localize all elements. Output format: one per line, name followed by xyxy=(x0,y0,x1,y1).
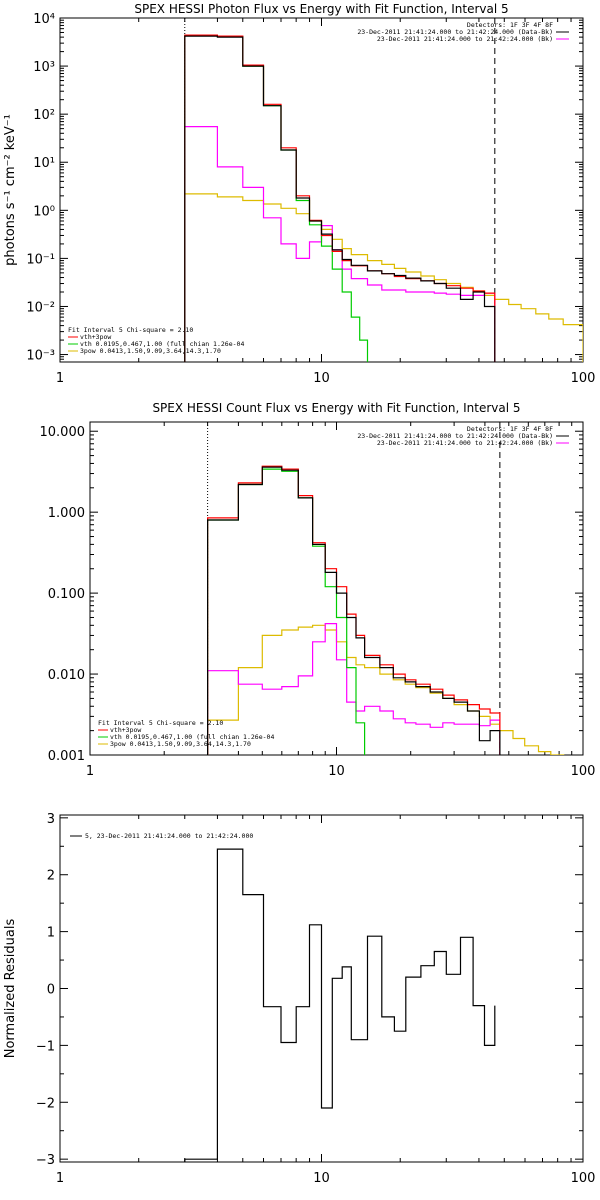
residuals-panel: Normalized Residuals 1 10 100 −3 −2 −1 0 1 2 3 5, 2… xyxy=(3,812,595,1186)
legend-left-entry: Fit Interval 5 Chi-square = 2.10 xyxy=(98,719,223,727)
legend-left-entry: 3pow 0.0413,1.50,9.09,3.64,14.3,1.70 xyxy=(80,347,221,355)
count-flux-panel: SPEX HESSI Count Flux vs Energy with Fit… xyxy=(40,401,596,779)
series-total xyxy=(207,465,501,755)
y-tick-label: 10⁴ xyxy=(33,12,55,27)
y-tick-label: 3 xyxy=(47,812,55,827)
chart-title: SPEX HESSI Count Flux vs Energy with Fit… xyxy=(152,401,520,415)
x-tick-label: 1 xyxy=(56,1171,64,1186)
y-tick-label: 10⁻¹ xyxy=(26,252,55,267)
y-tick-label: 10² xyxy=(33,108,55,123)
y-tick-label: 0.001 xyxy=(48,749,85,764)
x-tick-label: 100 xyxy=(571,1171,596,1186)
series-data xyxy=(207,466,501,755)
legend-right-entry: Detectors: 1F 3F 4F 8F xyxy=(467,21,553,29)
x-tick-label: 100 xyxy=(571,764,596,779)
y-tick-label: 0.100 xyxy=(48,587,85,602)
series-background xyxy=(184,126,496,362)
y-tick-label: 10⁻³ xyxy=(26,349,55,364)
y-tick-label: 2 xyxy=(47,869,55,884)
y-tick-label: 10³ xyxy=(33,60,55,75)
legend-left-entry: 5, 23-Dec-2011 21:41:24.000 to 21:42:24.… xyxy=(85,832,253,840)
legend-right-entry: 23-Dec-2011 21:41:24.000 to 21:42:24.000… xyxy=(357,28,553,36)
y-tick-label: 10⁰ xyxy=(33,204,55,219)
x-tick-label: 10 xyxy=(313,371,330,386)
series-thermal xyxy=(207,468,366,755)
plot-frame xyxy=(59,17,584,363)
legend-right-entry: 23-Dec-2011 21:41:24.000 to 21:42:24.000… xyxy=(377,35,553,43)
x-tick-label: 10 xyxy=(328,764,345,779)
y-tick-label: 0 xyxy=(47,983,55,998)
legend-right-entry: Detectors: 1F 3F 4F 8F xyxy=(467,425,553,433)
x-tick-label: 1 xyxy=(86,764,94,779)
y-tick-label: 10¹ xyxy=(33,156,55,171)
series-total xyxy=(184,34,496,362)
legend-left-entry: vth+3pow xyxy=(110,726,141,734)
y-tick-label: −1 xyxy=(36,1039,55,1054)
y-tick-label: 0.010 xyxy=(48,668,85,683)
legend-left-entry: Fit Interval 5 Chi-square = 2.10 xyxy=(68,326,193,334)
photon-flux-panel: SPEX HESSI Photon Flux vs Energy with Fi… xyxy=(3,2,595,386)
chart-title: SPEX HESSI Photon Flux vs Energy with Fi… xyxy=(134,2,508,16)
x-tick-label: 100 xyxy=(571,371,596,386)
legend-right-entry: 23-Dec-2011 21:41:24.000 to 21:42:24.000… xyxy=(377,439,553,447)
y-tick-label: 1.000 xyxy=(48,506,85,521)
y-tick-label: 1 xyxy=(47,926,55,941)
y-tick-label: −3 xyxy=(36,1153,55,1168)
series-powerlaw xyxy=(184,193,583,362)
series-background xyxy=(207,623,501,755)
legend-left-entry: vth 0.0195,0.467,1.00 (full chian 1.26e-… xyxy=(80,340,244,348)
legend-right-entry: 23-Dec-2011 21:41:24.000 to 21:42:24.000… xyxy=(357,432,553,440)
y-tick-label: 10.000 xyxy=(40,425,86,440)
x-tick-label: 10 xyxy=(313,1171,330,1186)
y-axis-label: Normalized Residuals xyxy=(3,919,18,1059)
x-tick-label: 1 xyxy=(56,371,64,386)
legend-left-entry: vth+3pow xyxy=(80,333,111,341)
series-data xyxy=(184,848,496,1162)
series-data xyxy=(184,35,496,362)
legend-left-entry: 3pow 0.0413,1.50,9.09,3.64,14.3,1.70 xyxy=(110,740,251,748)
y-axis-label: photons s⁻¹ cm⁻² keV⁻¹ xyxy=(3,114,18,266)
y-tick-label: 10⁻² xyxy=(26,300,55,315)
legend-left-entry: vth 0.0195,0.467,1.00 (full chian 1.26e-… xyxy=(110,733,274,741)
y-tick-label: −2 xyxy=(36,1096,55,1111)
series-thermal xyxy=(184,35,369,362)
